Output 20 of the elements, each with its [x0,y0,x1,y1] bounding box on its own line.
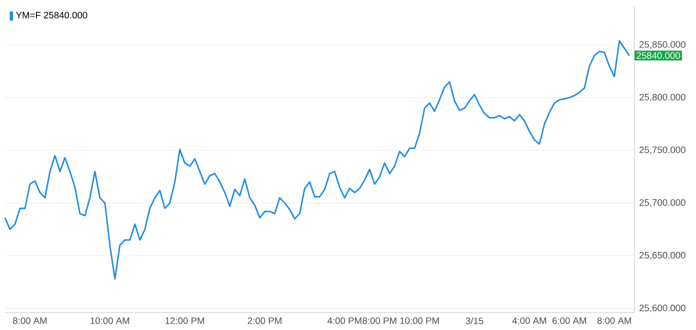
legend-label: YM=F 25840.000 [16,12,88,18]
y-tick-label: 25,750.000 [640,146,686,154]
x-tick-label: 8:00 AM [13,317,47,324]
x-tick-label: 8:00 PM [362,317,396,324]
x-tick-label: 4:00 PM [327,317,362,324]
x-tick-label: 3/15 [466,317,484,324]
y-tick-label: 25,700.000 [640,199,686,207]
x-tick-label: 2:00 PM [248,317,282,324]
y-tick-label: 25,650.000 [640,252,686,260]
x-tick-label: 8:00 AM [597,317,631,324]
x-tick-label: 4:00 AM [512,317,546,324]
x-tick-label: 6:00 AM [552,317,586,324]
line-series [4,40,630,280]
x-tick-label: 10:00 AM [90,317,130,324]
y-tick-label: 25,850.000 [640,41,686,49]
x-tick-label: 10:00 PM [400,317,439,324]
text: 25840.000 [636,52,680,59]
y-tick-label: 25,600.000 [640,304,686,312]
x-tick-label: 12:00 PM [166,317,204,324]
y-tick-label: 25,800.000 [640,94,686,102]
